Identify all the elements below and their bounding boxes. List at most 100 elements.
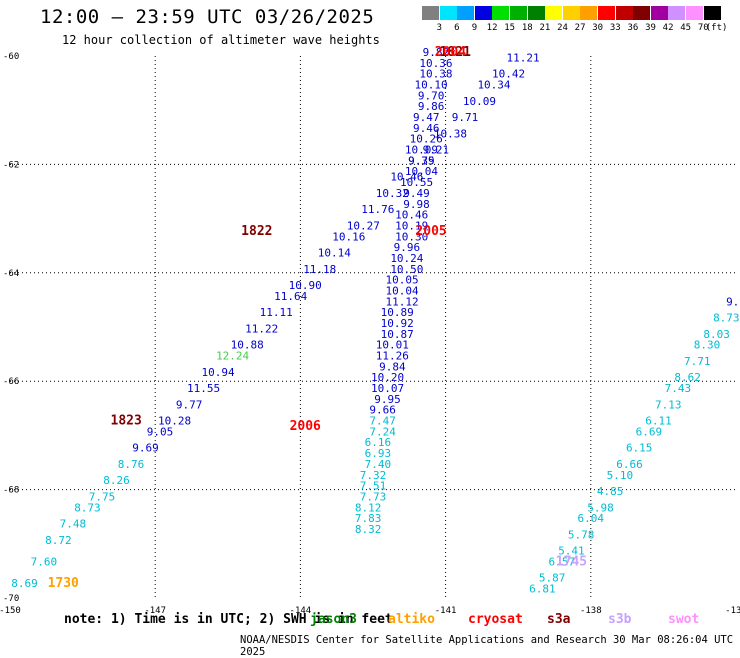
data-point-label: 8.30 (694, 339, 721, 352)
data-point-label: 11.55 (187, 382, 220, 395)
satellite-legend-cryosat: cryosat (468, 612, 523, 627)
colorbar-label: 42 (662, 23, 674, 33)
data-point-label: 5.98 (587, 501, 614, 514)
data-point-label: 10.92 (381, 317, 414, 330)
satellite-legend-s3b: s3b (608, 612, 632, 627)
x-tick-label: -147 (144, 606, 166, 616)
data-point-label: 10.09 (405, 144, 438, 157)
data-point-label: 7.51 (360, 480, 387, 493)
data-point-label: 9.86 (418, 100, 445, 113)
data-point-label: 10.46 (395, 209, 428, 222)
time-label: 2006 (290, 419, 321, 434)
colorbar-swatch (633, 6, 651, 20)
data-point-label: 9.05 (147, 425, 174, 438)
data-point-label: 7.40 (365, 458, 392, 471)
data-point-label: 10.09 (463, 95, 496, 108)
colorbar-swatch (439, 6, 457, 20)
data-point-label: 10.19 (395, 219, 428, 232)
y-tick-label: -62 (3, 160, 19, 170)
chart-title: 12:00 – 23:59 UTC 03/26/2025 (40, 6, 375, 28)
data-point-label: 8.72 (45, 534, 72, 547)
data-point-label: 7.71 (684, 355, 711, 368)
data-point-label: 8.73 (74, 501, 101, 514)
data-point-label: 9.46 (413, 122, 440, 135)
data-point-label: 8.12 (355, 501, 382, 514)
data-point-label: 10.30 (395, 230, 428, 243)
colorbar-swatch (492, 6, 510, 20)
satellite-legend-jason3: jason3 (310, 612, 357, 627)
data-point-label: 10.04 (405, 165, 438, 178)
data-point-label: 10.10 (415, 79, 448, 92)
data-point-label: 10.55 (400, 176, 433, 189)
x-tick-label: -135 (725, 606, 740, 616)
colorbar-swatch (668, 6, 686, 20)
satellite-legend-swot: swot (668, 612, 700, 627)
data-point-label: 7.83 (355, 512, 382, 525)
data-point-label: 6.81 (529, 583, 556, 596)
colorbar-swatch (686, 6, 703, 20)
data-point-label: 10.27 (347, 219, 380, 232)
footer-note: note: 1) Time is in UTC; 2) SWH is in fe… (64, 612, 393, 627)
data-point-label: 10.14 (318, 247, 351, 260)
data-point-label: 11.12 (385, 295, 418, 308)
data-point-label: 9.84 (379, 360, 406, 373)
colorbar-label: 45 (680, 23, 692, 33)
data-point-label: 7.75 (89, 490, 116, 503)
data-point-label: 9.39 (408, 154, 435, 167)
data-point-label: 9.77 (176, 398, 203, 411)
data-point-label: 10.26 (410, 133, 443, 146)
data-point-label: 6.16 (365, 436, 392, 449)
colorbar-swatch (510, 6, 527, 20)
data-point-label: 5.78 (568, 528, 595, 541)
data-point-label: 7.43 (665, 382, 692, 395)
colorbar-swatch (457, 6, 475, 20)
data-point-label: 8.69 (11, 577, 38, 590)
colorbar-label: 70 (697, 23, 709, 33)
data-point-label: 6.57 (549, 555, 576, 568)
data-point-label: 7.32 (360, 469, 387, 482)
data-point-label: 10.38 (419, 68, 452, 81)
x-tick-label: -141 (435, 606, 457, 616)
data-point-label: 11.22 (245, 322, 278, 335)
data-point-label: 9.66 (369, 404, 396, 417)
data-point-label: 10.87 (381, 328, 414, 341)
data-point-label: 10.28 (158, 415, 191, 428)
satellite-legend-s3a: s3a (547, 612, 571, 627)
data-point-label: 9.98 (403, 198, 430, 211)
data-point-label: 11.11 (260, 306, 293, 319)
colorbar-label: 9 (471, 23, 478, 33)
data-point-label: 10.94 (202, 366, 235, 379)
data-point-label: 9.70 (418, 89, 445, 102)
data-point-label: 9.82 (423, 46, 450, 59)
x-tick-label: -144 (290, 606, 312, 616)
data-point-label: 10.46 (390, 171, 423, 184)
data-point-label: 6.93 (365, 447, 392, 460)
colorbar-label: 33 (609, 23, 621, 33)
y-tick-label: -64 (3, 269, 19, 279)
data-point-label: 10.50 (390, 263, 423, 276)
data-point-label: 11.64 (274, 290, 307, 303)
data-point-label: 10.07 (371, 382, 404, 395)
x-tick-label: -138 (580, 606, 602, 616)
data-point-label: 9.9 (726, 295, 740, 308)
y-tick-label: -68 (3, 486, 19, 496)
data-point-label: 8.76 (118, 458, 145, 471)
colorbar-swatch (598, 6, 615, 20)
colorbar-label: 12 (486, 23, 498, 33)
data-point-label: 11.26 (376, 350, 409, 363)
data-point-label: 8.32 (355, 523, 382, 536)
data-point-label: 5.10 (607, 469, 634, 482)
data-point-label: 6.04 (578, 512, 605, 525)
colorbar-label: 30 (592, 23, 604, 33)
colorbar-label: 18 (521, 23, 533, 33)
colorbar-swatch (545, 6, 563, 20)
data-point-label: 9.95 (374, 393, 401, 406)
data-point-label: 6.66 (616, 458, 643, 471)
data-point-label: 8.73 (713, 312, 740, 325)
data-point-label: 7.13 (655, 398, 682, 411)
data-point-label: 4.85 (597, 485, 624, 498)
data-point-label: 10.16 (332, 230, 365, 243)
data-point-label: 10.89 (381, 306, 414, 319)
y-tick-label: -70 (3, 594, 19, 604)
data-point-label: 7.60 (31, 555, 58, 568)
